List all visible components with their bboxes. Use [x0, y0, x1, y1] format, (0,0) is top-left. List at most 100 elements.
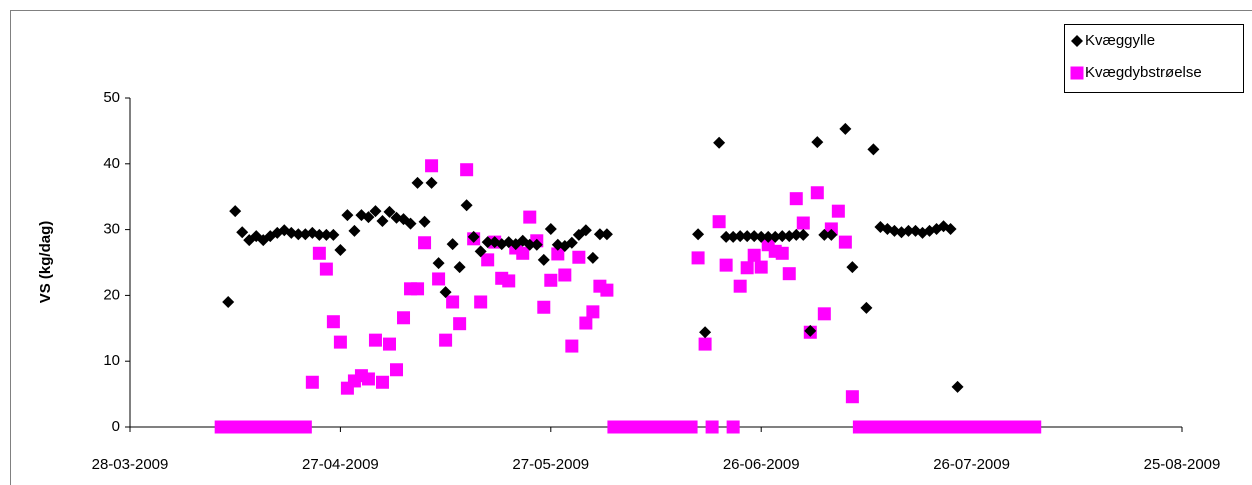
point [558, 268, 572, 282]
point [411, 282, 425, 296]
point [698, 337, 712, 351]
point [368, 333, 382, 347]
point [298, 420, 312, 434]
point [222, 295, 235, 308]
point [523, 210, 537, 224]
point [474, 245, 487, 258]
point [516, 246, 530, 260]
point [726, 420, 740, 434]
point [845, 390, 859, 404]
point [404, 217, 417, 230]
point [586, 251, 599, 264]
point [810, 186, 824, 200]
chart-frame [10, 10, 1252, 485]
point [733, 279, 747, 293]
point [397, 311, 411, 325]
point [579, 316, 593, 330]
point [720, 230, 733, 243]
point [523, 238, 536, 251]
point [348, 224, 361, 237]
x-tick-label: 25-08-2009 [1144, 456, 1221, 473]
point [734, 230, 747, 243]
point [762, 230, 775, 243]
point [530, 238, 543, 251]
point [376, 215, 389, 228]
point [600, 228, 613, 241]
point [755, 230, 768, 243]
point [361, 372, 375, 386]
y-tick-label: 0 [112, 418, 120, 435]
point [341, 209, 354, 222]
y-tick-label: 40 [103, 155, 120, 172]
point [712, 215, 726, 229]
point [502, 274, 516, 288]
point [446, 295, 460, 309]
point [565, 339, 579, 353]
point [811, 136, 824, 149]
legend [1064, 24, 1244, 93]
y-tick-label: 30 [103, 221, 120, 238]
point [369, 205, 382, 218]
point [425, 176, 438, 189]
point [319, 262, 333, 276]
point [867, 143, 880, 156]
point [292, 228, 305, 241]
point [944, 222, 957, 235]
point [334, 243, 347, 256]
point [362, 211, 375, 224]
point [790, 228, 803, 241]
point [537, 300, 551, 314]
point [382, 337, 396, 351]
point [775, 246, 789, 260]
point [747, 248, 761, 262]
point [741, 230, 754, 243]
point [229, 205, 242, 218]
point [551, 247, 565, 261]
point [579, 224, 592, 237]
point [600, 283, 614, 297]
point [460, 199, 473, 212]
point [236, 226, 249, 239]
point [817, 307, 831, 321]
point [481, 236, 494, 249]
point [418, 215, 431, 228]
legend-marker [1070, 66, 1084, 80]
x-tick-label: 27-04-2009 [302, 456, 379, 473]
point [818, 228, 831, 241]
point [326, 315, 340, 329]
point [754, 260, 768, 274]
point [446, 238, 459, 251]
point [390, 363, 404, 377]
point [719, 258, 733, 272]
point [769, 230, 782, 243]
point [838, 235, 852, 249]
point [684, 420, 698, 434]
point [432, 272, 446, 286]
point [705, 420, 719, 434]
point [320, 228, 333, 241]
point [797, 228, 810, 241]
x-tick-label: 26-07-2009 [933, 456, 1010, 473]
point [460, 163, 474, 177]
point [713, 136, 726, 149]
point [699, 326, 712, 339]
point [425, 159, 439, 173]
point [825, 228, 838, 241]
x-tick-label: 28-03-2009 [92, 456, 169, 473]
y-tick-label: 10 [103, 352, 120, 369]
point [846, 261, 859, 274]
point [439, 333, 453, 347]
point [439, 286, 452, 299]
point [691, 251, 705, 265]
point [1028, 420, 1042, 434]
point [565, 236, 578, 249]
point [586, 305, 600, 319]
point [537, 253, 550, 266]
point [831, 204, 845, 218]
point [418, 236, 432, 250]
y-tick-label: 50 [103, 89, 120, 106]
point [375, 375, 389, 389]
point [796, 216, 810, 230]
point [312, 246, 326, 260]
